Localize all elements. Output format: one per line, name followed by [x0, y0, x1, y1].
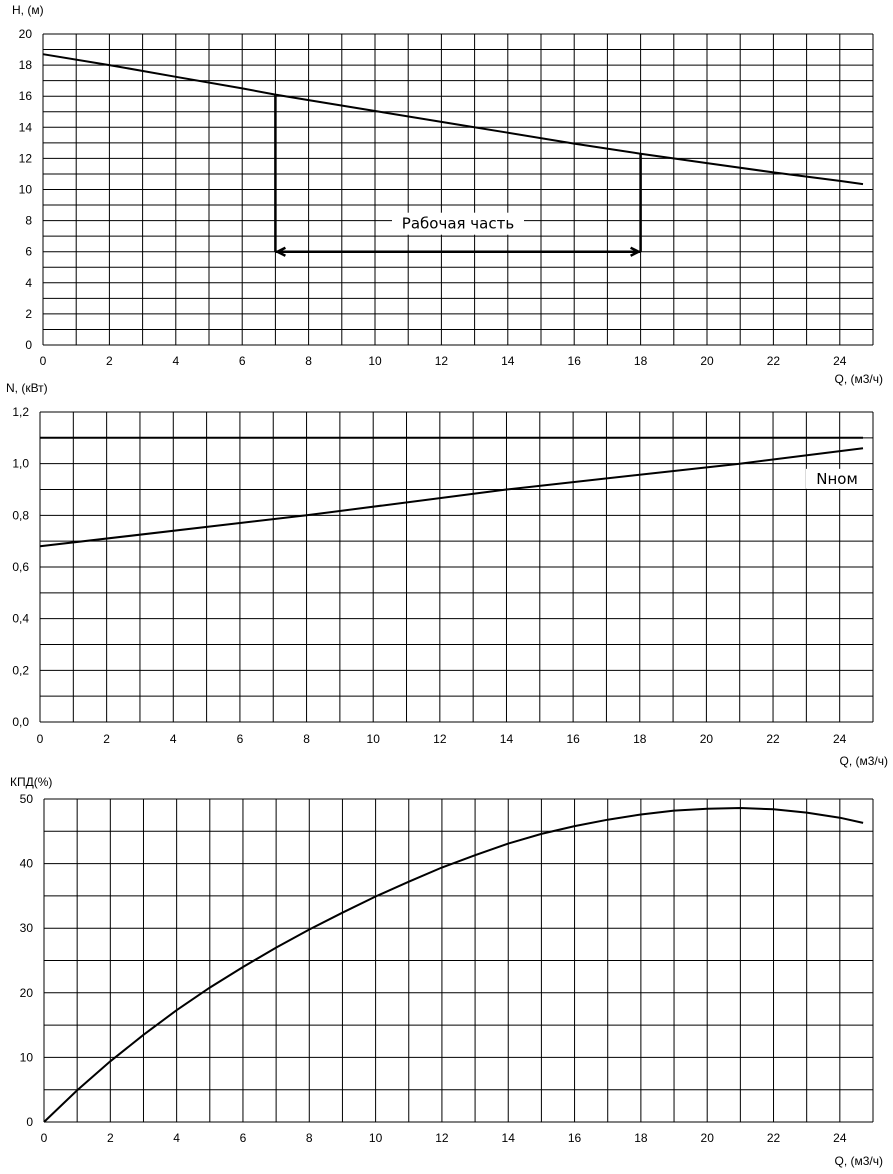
- x-tick-label: 4: [173, 1131, 180, 1145]
- x-tick-label: 22: [767, 354, 781, 368]
- y-tick-label: 2: [25, 307, 32, 321]
- x-tick-label: 14: [500, 732, 514, 746]
- x-tick-label: 4: [170, 732, 177, 746]
- y-tick-label: 0,0: [12, 715, 29, 729]
- grid: [43, 798, 874, 1123]
- x-tick-label: 10: [368, 354, 382, 368]
- arrow-head-right: [630, 246, 642, 257]
- y-tick-label: 20: [20, 986, 34, 1000]
- series-label: Nном: [816, 470, 858, 488]
- x-tick-label: 22: [766, 732, 780, 746]
- chart-2: 0,00,20,40,60,81,01,20 2 4 6 8 10 12 14 16 18 20 22…: [6, 381, 888, 768]
- series-line-2: [39, 447, 864, 548]
- x-tick-label: 24: [833, 732, 847, 746]
- y-tick-label: 16: [19, 89, 33, 103]
- series-label-background: [806, 468, 868, 489]
- x-tick-label: 24: [833, 1131, 847, 1145]
- y-tick-label: 20: [19, 27, 33, 41]
- y-tick-label: 40: [20, 857, 34, 871]
- y-tick-label: 14: [19, 120, 33, 134]
- x-tick-label: 10: [367, 732, 381, 746]
- y-tick-label: 8: [25, 214, 32, 228]
- y-tick-label: 1,2: [12, 405, 29, 419]
- y-tick-label: 30: [20, 921, 34, 935]
- arrow-head-left: [274, 246, 286, 257]
- x-tick-label: 12: [435, 354, 449, 368]
- x-tick-label: 18: [634, 1131, 648, 1145]
- x-tick-label: 12: [433, 732, 447, 746]
- grid: [42, 33, 874, 346]
- y-tick-label: 0: [25, 338, 32, 352]
- x-tick-label: 6: [237, 732, 244, 746]
- x-tick-label: 0: [40, 354, 47, 368]
- y-tick-label: 0,4: [12, 612, 29, 626]
- x-tick-label: 6: [239, 354, 246, 368]
- x-tick-label: 0: [37, 732, 44, 746]
- x-tick-label: 8: [305, 354, 312, 368]
- x-tick-label: 18: [634, 354, 648, 368]
- series-line-1: [42, 53, 864, 186]
- y-axis-label: N, (кВт): [6, 381, 48, 395]
- x-tick-label: 10: [369, 1131, 383, 1145]
- y-tick-label: 0: [26, 1115, 33, 1129]
- y-tick-label: 4: [25, 276, 32, 290]
- x-tick-label: 12: [435, 1131, 449, 1145]
- x-axis-label: Q, (м3/ч): [834, 372, 883, 386]
- x-tick-label: 8: [306, 1131, 313, 1145]
- x-tick-label: 22: [767, 1131, 781, 1145]
- y-axis-label: H, (м): [12, 3, 44, 17]
- y-tick-label: 50: [20, 792, 34, 806]
- x-tick-label: 18: [633, 732, 647, 746]
- x-tick-label: 20: [701, 1131, 715, 1145]
- series-line-1: [43, 806, 864, 1123]
- working-range-label: Рабочая часть: [402, 215, 514, 233]
- x-axis-label: Q, (м3/ч): [834, 1154, 883, 1168]
- x-tick-label: 24: [833, 354, 847, 368]
- grid: [39, 411, 874, 723]
- y-tick-label: 10: [20, 1050, 34, 1064]
- x-tick-label: 16: [566, 732, 580, 746]
- x-tick-label: 2: [103, 732, 110, 746]
- y-tick-label: 0,6: [12, 560, 29, 574]
- x-tick-label: 14: [502, 1131, 516, 1145]
- x-tick-label: 20: [700, 354, 714, 368]
- y-tick-label: 10: [19, 183, 33, 197]
- x-tick-label: 2: [106, 354, 113, 368]
- annotation-background: [392, 212, 524, 235]
- x-tick-label: 0: [41, 1131, 48, 1145]
- x-tick-label: 4: [172, 354, 179, 368]
- x-tick-label: 2: [107, 1131, 114, 1145]
- x-tick-label: 20: [700, 732, 714, 746]
- x-tick-label: 6: [240, 1131, 247, 1145]
- y-tick-label: 0,8: [12, 508, 29, 522]
- x-tick-label: 8: [303, 732, 310, 746]
- y-tick-label: 1,0: [12, 457, 29, 471]
- y-tick-label: 18: [19, 58, 33, 72]
- y-axis-label: КПД(%): [10, 775, 52, 789]
- x-tick-label: 16: [568, 354, 582, 368]
- y-tick-label: 0,2: [12, 663, 29, 677]
- x-axis-label: Q, (м3/ч): [839, 754, 888, 768]
- y-tick-label: 6: [25, 245, 32, 259]
- y-tick-label: 12: [19, 151, 33, 165]
- x-tick-label: 16: [568, 1131, 582, 1145]
- x-tick-label: 14: [501, 354, 515, 368]
